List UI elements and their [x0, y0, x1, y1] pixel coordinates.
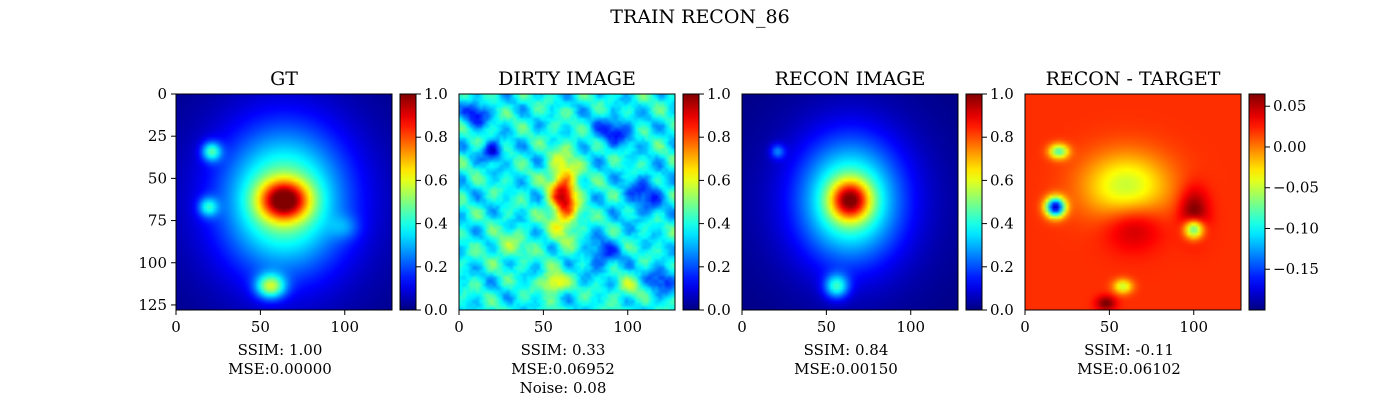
axes-frame — [741, 93, 959, 311]
panels: GT 0 50 100 0 25 50 75 100 125 0.0 0.2 0.4 0.6 0.8 1.0 S… — [138, 68, 1319, 397]
colorbar — [965, 93, 983, 311]
metric-text: SSIM: 0.84 — [804, 341, 889, 359]
heatmap-image — [742, 94, 958, 310]
colorbar-tick-label: 1.0 — [707, 85, 731, 103]
heatmap-image — [459, 94, 675, 310]
y-tick-label: 50 — [148, 169, 167, 187]
metric-text: MSE:0.06102 — [1077, 360, 1181, 378]
axes-frame — [1024, 93, 1242, 311]
y-tick-label: 0 — [157, 85, 167, 103]
panel-title: RECON - TARGET — [1046, 68, 1221, 90]
colorbar-tick-label: 0.0 — [707, 301, 731, 319]
colorbar-tick-label: 0.6 — [990, 171, 1014, 189]
colorbar-tick-label: 0.2 — [707, 258, 731, 276]
colorbar — [682, 93, 700, 311]
x-tick-label: 50 — [817, 318, 836, 336]
panel-0: GT 0 50 100 0 25 50 75 100 125 0.0 0.2 0.4 0.6 0.8 1.0 S… — [138, 68, 448, 378]
x-tick-label: 0 — [171, 318, 181, 336]
colorbar-tick-label: −0.05 — [1273, 179, 1319, 197]
axes-frame — [175, 93, 393, 311]
colorbar-tick-label: 0.6 — [424, 171, 448, 189]
metric-text: MSE:0.06952 — [511, 360, 615, 378]
panel-title: DIRTY IMAGE — [498, 68, 636, 90]
metric-text: SSIM: 1.00 — [238, 341, 323, 359]
x-tick-label: 100 — [330, 318, 359, 336]
colorbar-tick-label: 0.0 — [424, 301, 448, 319]
axes-frame — [458, 93, 676, 311]
metric-text: SSIM: -0.11 — [1084, 341, 1174, 359]
colorbar-tick-label: 1.0 — [424, 85, 448, 103]
colorbar — [1248, 93, 1266, 311]
colorbar-tick-label: 0.2 — [990, 258, 1014, 276]
y-tick-label: 125 — [138, 296, 167, 314]
x-tick-label: 50 — [1100, 318, 1119, 336]
colorbar-tick-label: 1.0 — [990, 85, 1014, 103]
colorbar-tick-label: 0.2 — [424, 258, 448, 276]
heatmap-image — [1025, 94, 1241, 310]
y-tick-label: 75 — [148, 212, 167, 230]
colorbar-tick-label: 0.05 — [1273, 97, 1306, 115]
metric-text: MSE:0.00000 — [228, 360, 332, 378]
panel-2: RECON IMAGE 0 50 100 0.0 0.2 0.4 0.6 0.8 1.0 SSIM:… — [737, 68, 1014, 378]
colorbar-tick-label: 0.8 — [707, 128, 731, 146]
metric-text: Noise: 0.08 — [520, 379, 607, 397]
panel-3: RECON - TARGET 0 50 100 0.05 0.00 −0.05 −0.10 −0… — [1020, 68, 1319, 378]
heatmap-image — [176, 94, 392, 310]
colorbar-tick-label: 0.6 — [707, 171, 731, 189]
metric-text: MSE:0.00150 — [794, 360, 898, 378]
colorbar-tick-label: 0.4 — [707, 215, 731, 233]
colorbar-tick-label: 0.8 — [424, 128, 448, 146]
colorbar-tick-label: 0.4 — [990, 215, 1014, 233]
x-tick-label: 100 — [613, 318, 642, 336]
x-tick-label: 0 — [454, 318, 464, 336]
x-tick-label: 100 — [1179, 318, 1208, 336]
x-tick-label: 100 — [896, 318, 925, 336]
colorbar-tick-label: 0.0 — [990, 301, 1014, 319]
colorbar-tick-label: 0.4 — [424, 215, 448, 233]
x-tick-label: 50 — [534, 318, 553, 336]
colorbar — [399, 93, 417, 311]
y-tick-label: 100 — [138, 254, 167, 272]
colorbar-tick-label: −0.15 — [1273, 260, 1319, 278]
y-tick-label: 25 — [148, 127, 167, 145]
x-tick-label: 0 — [737, 318, 747, 336]
panel-title: RECON IMAGE — [775, 68, 926, 90]
colorbar-tick-label: −0.10 — [1273, 219, 1319, 237]
panel-1: DIRTY IMAGE 0 50 100 0.0 0.2 0.4 0.6 0.8 1.0 SSIM:… — [454, 68, 731, 397]
figure-title: TRAIN RECON_86 — [610, 6, 789, 28]
panel-title: GT — [270, 68, 298, 90]
colorbar-tick-label: 0.8 — [990, 128, 1014, 146]
colorbar-tick-label: 0.00 — [1273, 138, 1306, 156]
x-tick-label: 50 — [251, 318, 270, 336]
x-tick-label: 0 — [1020, 318, 1030, 336]
metric-text: SSIM: 0.33 — [521, 341, 606, 359]
